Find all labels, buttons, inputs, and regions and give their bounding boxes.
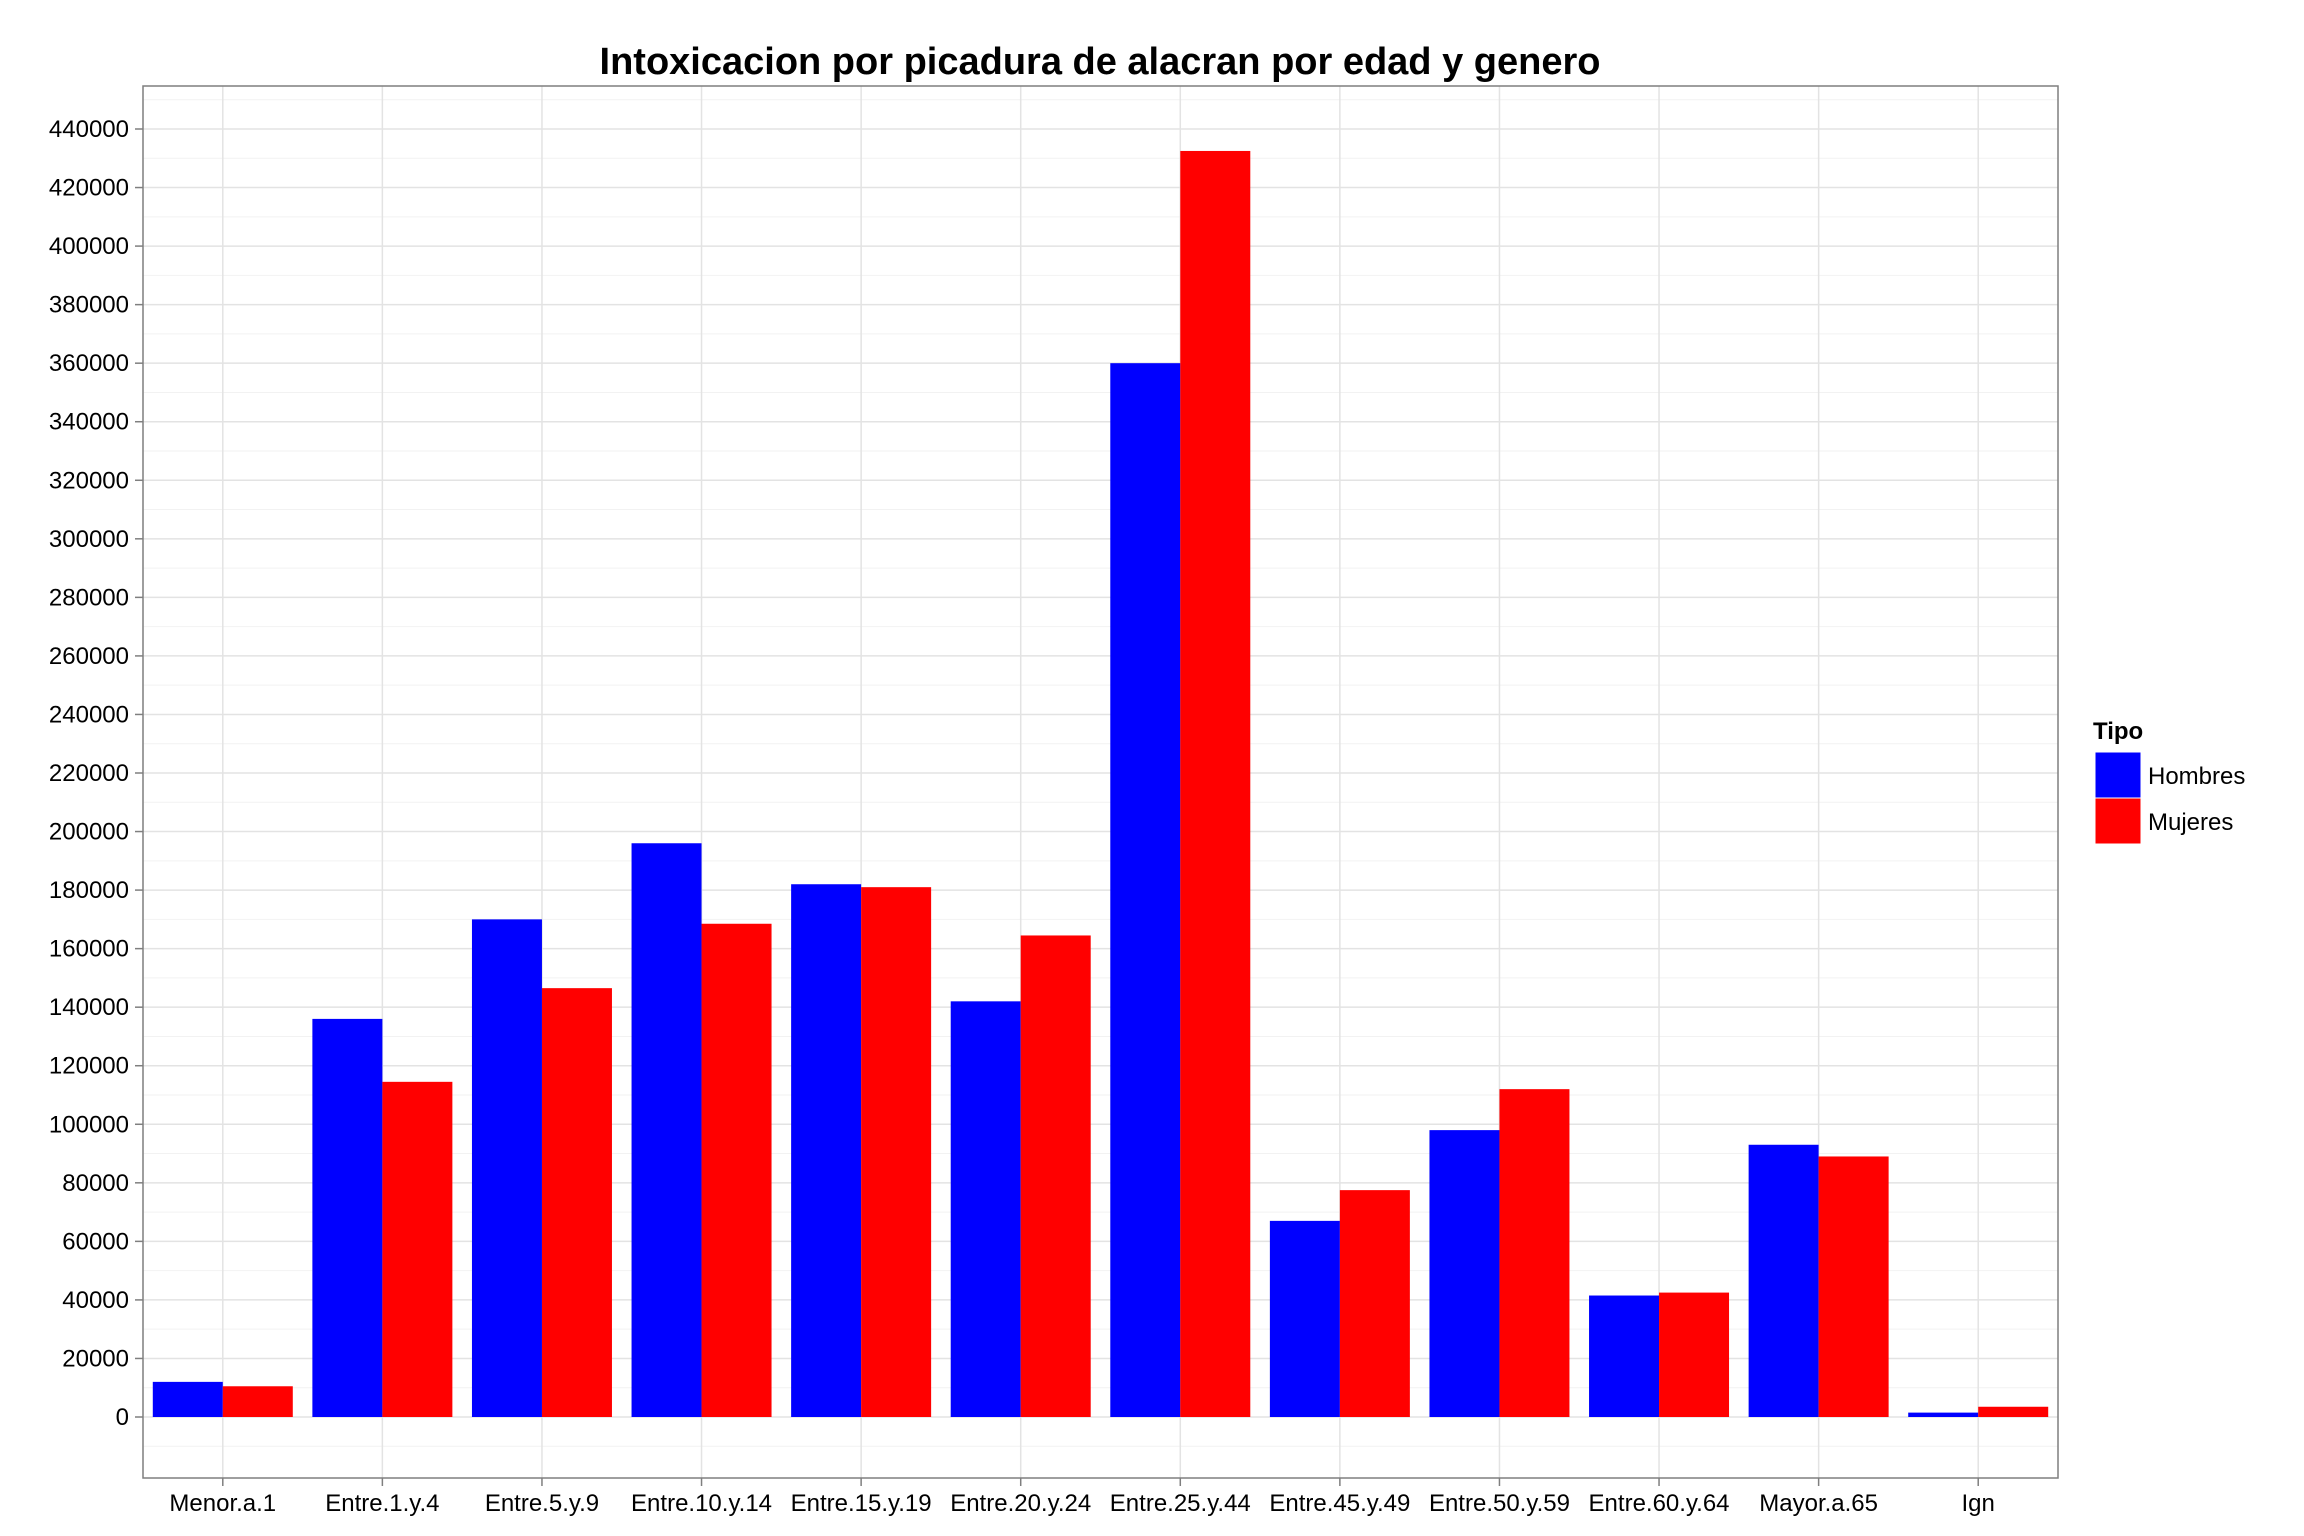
chart-title: Intoxicacion por picadura de alacran por… [600, 41, 1601, 83]
y-tick-label: 0 [116, 1404, 129, 1431]
bar-mujeres-entre-45-y-49 [1339, 1190, 1410, 1417]
y-tick-label: 80000 [62, 1170, 129, 1197]
plot-border [142, 85, 2059, 1479]
legend-swatch-hombres [2094, 751, 2142, 799]
y-tick-label: 60000 [62, 1228, 129, 1255]
x-tick-label: Entre.10.y.14 [631, 1490, 772, 1517]
y-tick-label: 160000 [49, 936, 129, 963]
bar-mujeres-entre-5-y-9 [541, 988, 612, 1417]
x-tick-label: Entre.50.y.59 [1429, 1490, 1570, 1517]
y-tick-label: 340000 [49, 409, 129, 436]
bars [152, 150, 2049, 1417]
x-tick-label: Entre.45.y.49 [1269, 1490, 1410, 1517]
bar-hombres-mayor-a-65 [1748, 1144, 1819, 1417]
x-tick-label: Ign [1962, 1490, 1995, 1517]
y-tick-label: 400000 [49, 233, 129, 260]
y-tick-label: 120000 [49, 1053, 129, 1080]
x-tick-label: Menor.a.1 [169, 1490, 276, 1517]
legend-label-hombres: Hombres [2148, 763, 2245, 790]
bar-hombres-entre-60-y-64 [1589, 1295, 1660, 1417]
y-tick-label: 200000 [49, 819, 129, 846]
bar-mujeres-entre-60-y-64 [1659, 1292, 1730, 1417]
y-tick-label: 280000 [49, 584, 129, 611]
y-axis: 0 20000 40000 60000 80000 100000 120000 140000 1… [49, 116, 143, 1431]
x-tick-label: Entre.15.y.19 [791, 1490, 932, 1517]
x-tick-label: Entre.20.y.24 [950, 1490, 1091, 1517]
bar-mujeres-mayor-a-65 [1818, 1156, 1889, 1417]
y-tick-label: 240000 [49, 701, 129, 728]
y-tick-label: 100000 [49, 1111, 129, 1138]
bar-hombres-entre-20-y-24 [950, 1001, 1021, 1417]
x-tick-label: Entre.25.y.44 [1110, 1490, 1251, 1517]
bar-hombres-entre-45-y-49 [1269, 1220, 1340, 1417]
grid-lines [143, 86, 2058, 1478]
bar-mujeres-entre-15-y-19 [861, 887, 932, 1417]
y-tick-label: 320000 [49, 467, 129, 494]
bar-mujeres-entre-50-y-59 [1499, 1089, 1570, 1417]
bar-mujeres-entre-1-y-4 [382, 1081, 453, 1417]
bar-hombres-entre-15-y-19 [791, 884, 862, 1417]
bar-hombres-entre-25-y-44 [1110, 363, 1181, 1417]
y-tick-label: 20000 [62, 1345, 129, 1372]
legend-swatch-mujeres [2094, 797, 2142, 845]
y-tick-label: 300000 [49, 526, 129, 553]
bar-mujeres-entre-25-y-44 [1180, 150, 1251, 1417]
bar-mujeres-entre-20-y-24 [1020, 935, 1091, 1417]
bar-mujeres-menor-a-1 [222, 1386, 293, 1417]
bar-hombres-entre-5-y-9 [471, 919, 542, 1417]
bar-hombres-entre-50-y-59 [1429, 1130, 1500, 1417]
legend-label-mujeres: Mujeres [2148, 809, 2233, 836]
bar-mujeres-entre-10-y-14 [701, 923, 772, 1417]
x-tick-label: Mayor.a.65 [1759, 1490, 1878, 1517]
x-axis: Menor.a.1 Entre.1.y.4 Entre.5.y.9 Entre.10.… [169, 1478, 1995, 1517]
plot-area [143, 86, 2058, 1478]
x-tick-label: Entre.5.y.9 [485, 1490, 599, 1517]
y-tick-label: 140000 [49, 994, 129, 1021]
bar-hombres-entre-10-y-14 [631, 843, 702, 1417]
y-tick-label: 440000 [49, 116, 129, 143]
bar-hombres-entre-1-y-4 [312, 1018, 383, 1417]
bar-hombres-menor-a-1 [152, 1381, 223, 1417]
plot-background [143, 86, 2058, 1478]
bar-mujeres-ign [1978, 1406, 2049, 1417]
x-tick-label: Entre.1.y.4 [325, 1490, 439, 1517]
y-tick-label: 180000 [49, 877, 129, 904]
x-tick-label: Entre.60.y.64 [1589, 1490, 1730, 1517]
y-tick-label: 220000 [49, 760, 129, 787]
y-tick-label: 420000 [49, 175, 129, 202]
y-tick-label: 260000 [49, 643, 129, 670]
bar-hombres-ign [1908, 1412, 1979, 1417]
legend: Tipo Hombres Mujeres [2093, 718, 2245, 845]
y-tick-label: 360000 [49, 350, 129, 377]
y-tick-label: 380000 [49, 292, 129, 319]
legend-title: Tipo [2093, 718, 2143, 745]
y-tick-label: 40000 [62, 1287, 129, 1314]
